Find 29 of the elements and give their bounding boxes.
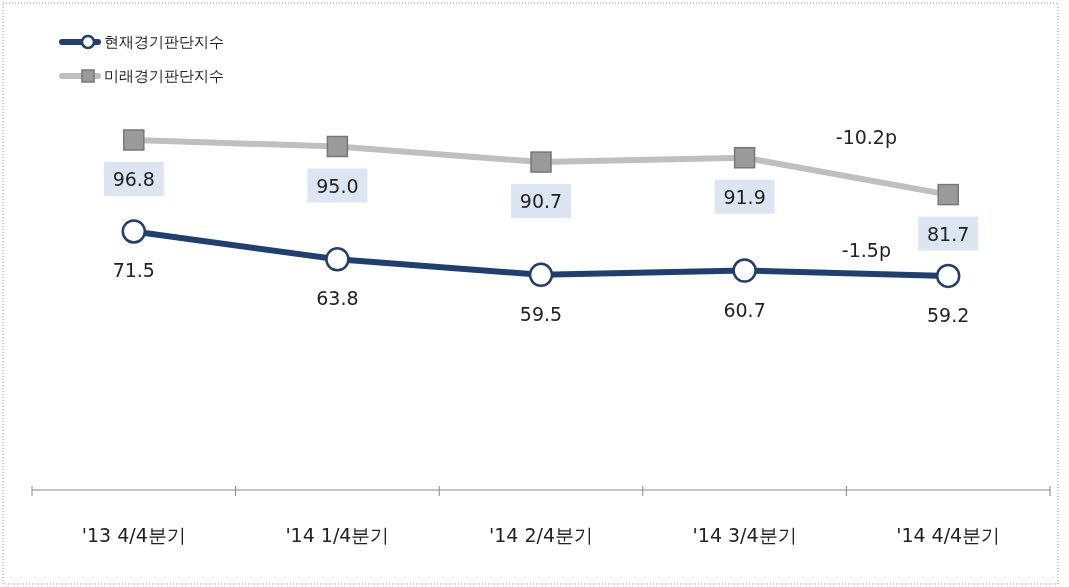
data-label: 71.5 bbox=[112, 259, 155, 282]
legend-label: 현재경기판단지수 bbox=[104, 33, 224, 51]
x-tick-label: '14 3/4분기 bbox=[692, 524, 797, 546]
annotation: -1.5p bbox=[841, 238, 891, 261]
annotation: -10.2p bbox=[835, 125, 898, 148]
point bbox=[935, 263, 961, 289]
data-label: 59.2 bbox=[927, 303, 970, 326]
data-label: 96.8 bbox=[112, 168, 155, 190]
point bbox=[732, 258, 757, 283]
data-label: 63.8 bbox=[316, 287, 359, 310]
legend-label: 미래경기판단지수 bbox=[104, 67, 224, 85]
point bbox=[530, 151, 552, 173]
data-label: 81.7 bbox=[927, 222, 970, 245]
point bbox=[528, 262, 554, 288]
x-tick-label: '14 1/4분기 bbox=[285, 524, 390, 546]
x-tick-label: '13 4/4분기 bbox=[81, 524, 186, 546]
data-label: 90.7 bbox=[519, 190, 563, 213]
data-label: 60.7 bbox=[723, 298, 766, 321]
x-tick-label: '14 2/4분기 bbox=[488, 524, 594, 546]
point bbox=[937, 183, 959, 206]
point bbox=[326, 135, 349, 158]
data-label: 59.5 bbox=[519, 302, 563, 325]
data-label: 91.9 bbox=[723, 185, 766, 208]
point bbox=[123, 129, 145, 151]
point bbox=[733, 146, 756, 169]
point bbox=[121, 219, 147, 244]
point bbox=[325, 247, 350, 272]
data-label: 95.0 bbox=[316, 174, 359, 197]
x-tick-label: '14 4/4분기 bbox=[896, 524, 1001, 546]
